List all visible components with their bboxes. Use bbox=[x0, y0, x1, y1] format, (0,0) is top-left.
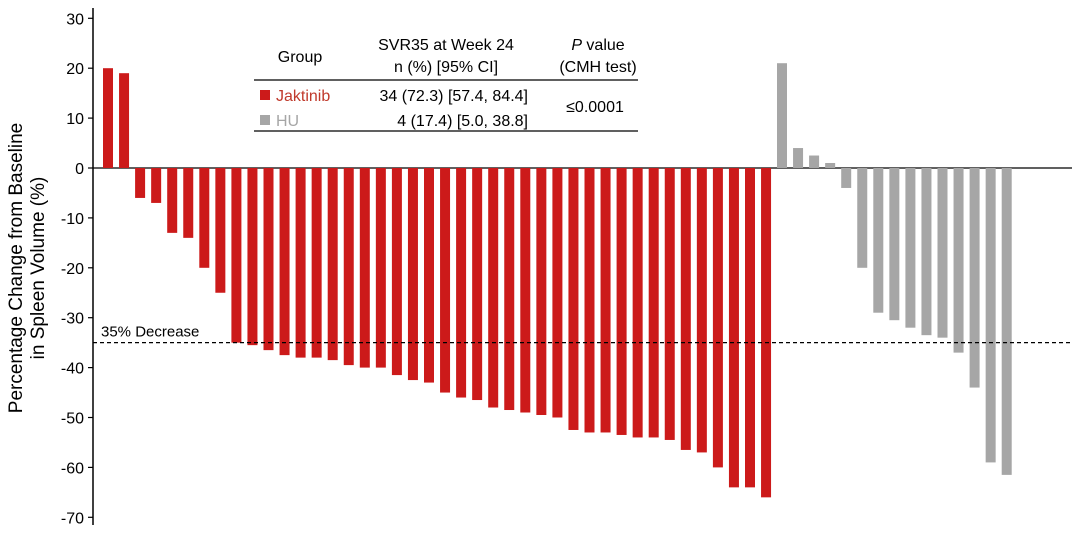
table-header-group: Group bbox=[278, 49, 323, 66]
bar-jaktinib bbox=[359, 168, 370, 368]
bar-jaktinib bbox=[504, 168, 515, 411]
bar-hu bbox=[873, 168, 884, 313]
bar-jaktinib bbox=[712, 168, 723, 468]
bar-jaktinib bbox=[680, 168, 691, 450]
bar-jaktinib bbox=[231, 168, 242, 343]
table-header-test: (CMH test) bbox=[559, 59, 636, 76]
y-tick-label: -60 bbox=[61, 460, 84, 477]
bar-jaktinib bbox=[488, 168, 499, 408]
bar-jaktinib bbox=[135, 168, 146, 198]
y-tick-label: -40 bbox=[61, 361, 84, 378]
bar-jaktinib bbox=[728, 168, 739, 488]
bar-jaktinib bbox=[295, 168, 306, 358]
bar-jaktinib bbox=[632, 168, 643, 438]
bar-jaktinib bbox=[215, 168, 226, 293]
table-header-ci: n (%) [95% CI] bbox=[394, 59, 498, 76]
bar-jaktinib bbox=[119, 73, 130, 168]
bar-hu bbox=[889, 168, 900, 321]
bar-jaktinib bbox=[311, 168, 322, 358]
bar-jaktinib bbox=[664, 168, 675, 440]
bar-jaktinib bbox=[520, 168, 531, 413]
table-header-pvalue: P value bbox=[571, 37, 624, 54]
bar-hu bbox=[809, 155, 820, 168]
bar-jaktinib bbox=[375, 168, 386, 368]
bar-jaktinib bbox=[456, 168, 467, 398]
bar-hu bbox=[937, 168, 948, 338]
bar-jaktinib bbox=[536, 168, 547, 416]
table-svr35-jaktinib: 34 (72.3) [57.4, 84.4] bbox=[379, 88, 528, 105]
bar-jaktinib bbox=[472, 168, 483, 401]
bar-hu bbox=[841, 168, 852, 188]
bar-hu bbox=[857, 168, 868, 268]
bar-jaktinib bbox=[648, 168, 659, 438]
bar-hu bbox=[1001, 168, 1012, 475]
bar-jaktinib bbox=[199, 168, 210, 268]
bar-hu bbox=[777, 63, 787, 168]
bar-jaktinib bbox=[343, 168, 354, 366]
bar-jaktinib bbox=[584, 168, 595, 433]
bar-hu bbox=[905, 168, 916, 328]
y-tick-label: 20 bbox=[66, 61, 84, 78]
bar-jaktinib bbox=[616, 168, 627, 435]
bar-hu bbox=[985, 168, 996, 463]
bar-jaktinib bbox=[440, 168, 451, 393]
bar-jaktinib bbox=[568, 168, 579, 430]
y-tick-label: -70 bbox=[61, 510, 84, 527]
table-header-svr35: SVR35 at Week 24 bbox=[378, 37, 514, 54]
bar-jaktinib bbox=[151, 168, 162, 203]
y-tick-label: 30 bbox=[66, 11, 84, 28]
bar-jaktinib bbox=[552, 168, 563, 418]
bar-jaktinib bbox=[263, 168, 274, 351]
y-tick-label: -30 bbox=[61, 311, 84, 328]
bar-hu bbox=[953, 168, 964, 353]
bar-jaktinib bbox=[327, 168, 338, 361]
y-tick-label: 0 bbox=[75, 161, 84, 178]
bar-jaktinib bbox=[424, 168, 434, 383]
y-tick-label: 10 bbox=[66, 111, 84, 128]
bar-jaktinib bbox=[247, 168, 258, 346]
bar-hu bbox=[825, 163, 836, 168]
legend-swatch-hu bbox=[260, 115, 270, 125]
bar-jaktinib bbox=[279, 168, 290, 356]
table-pvalue: ≤0.0001 bbox=[566, 99, 624, 116]
bar-jaktinib bbox=[391, 168, 402, 376]
table-svr35-hu: 4 (17.4) [5.0, 38.8] bbox=[397, 113, 528, 130]
y-tick-label: -50 bbox=[61, 411, 84, 428]
bar-hu bbox=[969, 168, 980, 388]
bar-jaktinib bbox=[600, 168, 611, 433]
y-tick-label: -10 bbox=[61, 211, 84, 228]
bar-jaktinib bbox=[745, 168, 755, 488]
legend-label-jaktinib: Jaktinib bbox=[276, 88, 330, 105]
bar-jaktinib bbox=[167, 168, 178, 233]
bar-jaktinib bbox=[407, 168, 418, 381]
bar-jaktinib bbox=[761, 168, 772, 498]
bar-jaktinib bbox=[183, 168, 194, 238]
bar-jaktinib bbox=[103, 68, 113, 168]
y-axis-label: Percentage Change from Baselinein Spleen… bbox=[6, 123, 49, 413]
y-tick-label: -20 bbox=[61, 261, 84, 278]
bar-jaktinib bbox=[696, 168, 707, 453]
legend-label-hu: HU bbox=[276, 113, 299, 130]
bar-hu bbox=[921, 168, 932, 336]
reference-line-label: 35% Decrease bbox=[101, 324, 199, 341]
legend-swatch-jaktinib bbox=[260, 90, 270, 100]
bar-hu bbox=[793, 148, 804, 168]
